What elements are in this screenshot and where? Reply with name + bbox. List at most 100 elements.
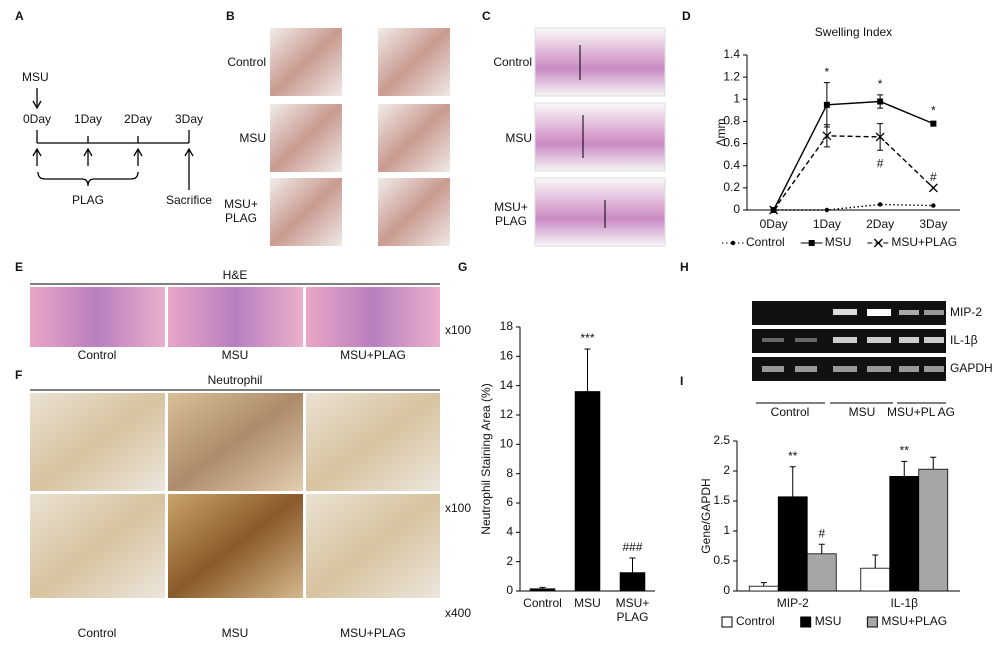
- bar: [777, 496, 808, 592]
- image-label: MSU: [222, 348, 249, 362]
- annotation: #: [930, 170, 937, 184]
- row-label: Control: [493, 55, 532, 69]
- panel-letters: A B C D E F G H I: [15, 9, 691, 388]
- histology: [30, 287, 165, 347]
- y-tick-label: 8: [506, 466, 513, 480]
- arrow-head: [32, 100, 42, 110]
- panel-letter: D: [682, 9, 691, 23]
- band: [924, 366, 944, 372]
- band: [924, 337, 944, 343]
- y-tick-label: 1.4: [723, 47, 740, 61]
- marker: [877, 98, 884, 105]
- bar: [918, 468, 949, 592]
- ihc-image: [30, 393, 165, 491]
- panel-letter: F: [15, 368, 22, 382]
- annotation: *: [825, 65, 830, 79]
- marker: [769, 205, 779, 215]
- y-tick-label: 0: [723, 583, 730, 597]
- band: [833, 337, 857, 343]
- y-tick-label: 18: [500, 319, 514, 333]
- group-label: MSU+PL AG: [887, 405, 955, 419]
- bar: [806, 553, 837, 592]
- bar: [574, 391, 601, 592]
- band: [833, 366, 857, 372]
- legend-label: Control: [746, 235, 785, 249]
- band: [899, 366, 919, 372]
- photo: [270, 104, 342, 172]
- bar: [529, 588, 556, 592]
- image-label: MSU+PLAG: [340, 626, 406, 640]
- bar: [889, 475, 920, 592]
- group-label: Control: [771, 405, 810, 419]
- annotation: #: [818, 526, 825, 540]
- photo: [378, 104, 450, 172]
- y-tick-label: 2: [506, 554, 513, 568]
- marker: [808, 240, 815, 246]
- histology: [306, 287, 440, 347]
- photo: [378, 28, 450, 96]
- magnification: x400: [445, 606, 471, 620]
- photo: [270, 178, 342, 246]
- annotation: ***: [580, 331, 594, 345]
- band: [762, 338, 784, 342]
- y-tick-label: 0: [733, 202, 740, 216]
- y-tick-label: 0.5: [713, 553, 730, 567]
- group-label: MSU: [849, 405, 876, 419]
- x-tick-label: 1Day: [813, 217, 841, 231]
- section-images: [534, 27, 666, 247]
- y-tick-label: 1.5: [713, 493, 730, 507]
- ihc-image: [306, 494, 440, 598]
- row-label: MSU+ PLAG: [494, 200, 528, 228]
- band: [867, 337, 891, 343]
- row-label: MSU: [239, 131, 266, 145]
- y-tick-label: 14: [500, 378, 514, 392]
- y-axis-label: Neutrophil Staining Area (%): [479, 383, 493, 534]
- legend-label: MSU: [815, 614, 842, 628]
- band: [867, 366, 891, 372]
- annotation: *: [931, 104, 936, 118]
- row-label: Control: [227, 55, 266, 69]
- line: [773, 203, 934, 211]
- marker: [931, 203, 936, 208]
- marker: [930, 120, 937, 127]
- x-tick-label: MSU+ PLAG: [615, 596, 650, 624]
- ihc-image: [168, 393, 303, 491]
- y-tick-label: 2.5: [713, 433, 730, 447]
- gel: [752, 301, 946, 404]
- band: [867, 309, 891, 316]
- x-tick-label: MIP-2: [776, 596, 809, 610]
- x-tick-label: 3Day: [919, 217, 947, 231]
- bar: [860, 567, 891, 592]
- legend-label: MSU: [825, 235, 852, 249]
- x-tick-label: MSU: [574, 596, 601, 610]
- image-label: MSU+PLAG: [340, 348, 406, 362]
- chart-title: Swelling Index: [815, 25, 892, 39]
- ihc-image: [168, 494, 303, 598]
- marker: [824, 207, 830, 213]
- marker: [928, 183, 938, 193]
- panel-letter: B: [226, 9, 235, 23]
- timeline-day: 1Day: [74, 112, 102, 126]
- panel-letter: I: [680, 374, 683, 388]
- x-tick-label: IL-1β: [890, 596, 919, 610]
- marker: [822, 131, 832, 141]
- line: [773, 100, 934, 211]
- ihc-image: [306, 393, 440, 491]
- y-tick-label: 1: [733, 91, 740, 105]
- bracket: [37, 171, 139, 187]
- legend-swatch: [800, 616, 812, 628]
- photo: [270, 28, 342, 96]
- image-label: Control: [78, 348, 117, 362]
- ihc-image: [30, 494, 165, 598]
- row-label: MSU+ PLAG: [224, 197, 258, 225]
- y-tick-label: 0: [506, 583, 513, 597]
- marker: [823, 101, 830, 108]
- y-tick-label: 16: [500, 349, 514, 363]
- panel-letter: E: [15, 260, 23, 274]
- marker: [877, 202, 883, 207]
- annotation: **: [900, 444, 910, 458]
- gene-label: MIP-2: [950, 305, 982, 319]
- panel-letter: A: [15, 9, 24, 23]
- timeline-day: 3Day: [175, 112, 203, 126]
- band: [833, 309, 857, 315]
